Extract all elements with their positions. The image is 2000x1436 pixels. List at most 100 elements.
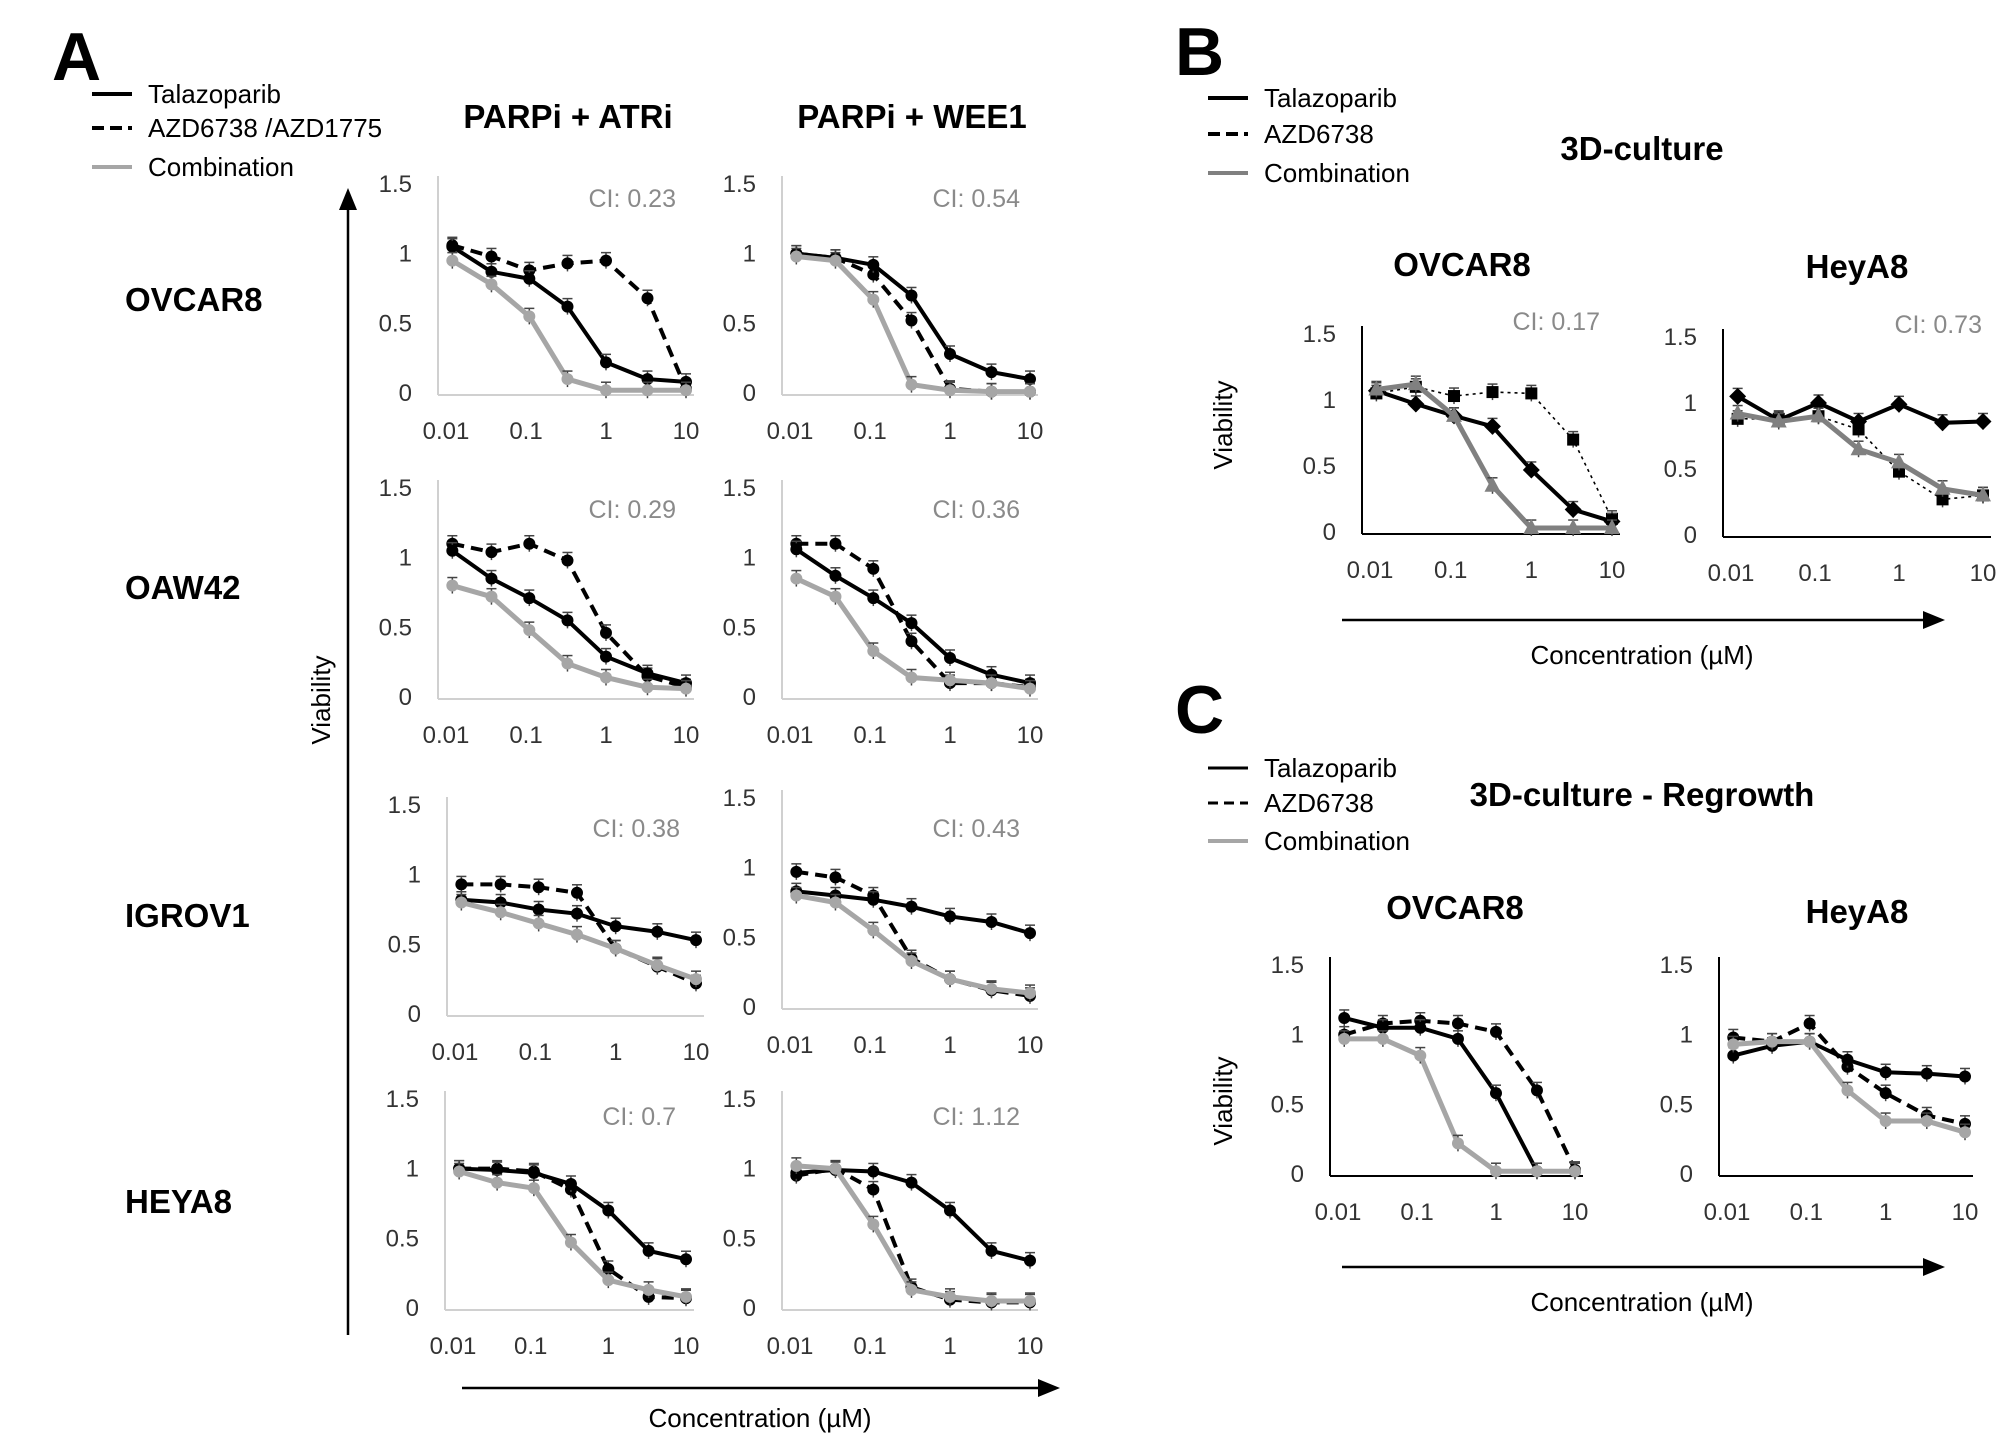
y-tick-label: 1.5: [1303, 321, 1336, 348]
y-tick-label: 0: [1323, 519, 1336, 546]
y-tick-label: 1: [1680, 1022, 1693, 1049]
y-tick-label: 1: [743, 855, 756, 882]
data-point-azd6738: [570, 886, 583, 899]
legend-c-combination-label: Combination: [1264, 826, 1410, 856]
data-point-combination: [1803, 1035, 1816, 1048]
series-line-talazoparib: [795, 547, 1031, 686]
data-point-combination: [790, 889, 803, 902]
x-tick-label: 0.1: [853, 722, 886, 749]
data-point-talazoparib: [1841, 1053, 1854, 1066]
data-point-talazoparib: [1727, 1049, 1740, 1062]
legend-a-talazoparib-label: Talazoparib: [148, 79, 281, 109]
panel-b-col-title-heya8: HeyA8: [1806, 248, 1909, 285]
y-tick-label: 0.5: [1303, 453, 1336, 480]
data-point-azd1775: [905, 635, 918, 648]
legend-b-talazoparib-label: Talazoparib: [1264, 83, 1397, 113]
data-point-azd6738: [455, 878, 468, 891]
x-tick-label: 1: [609, 1039, 622, 1066]
x-tick-label: 0.01: [1315, 1199, 1362, 1226]
y-tick-label: 1: [408, 862, 421, 889]
panel-c-ylabel: Viability: [1208, 1056, 1238, 1145]
data-point-talazoparib: [985, 916, 998, 929]
data-point-combination: [680, 1290, 692, 1303]
data-point-combination: [1959, 1126, 1971, 1139]
legend-b-azd6738-label: AZD6738: [1264, 119, 1374, 149]
x-tick-label: 0.01: [1347, 557, 1394, 584]
data-point-talazoparib: [1414, 1021, 1427, 1034]
data-point-combination: [944, 973, 956, 986]
x-tick-label: 10: [1599, 557, 1626, 584]
data-point-talazoparib: [1490, 1087, 1502, 1100]
data-point-azd6738: [532, 881, 545, 894]
data-point-talazoparib: [905, 617, 918, 630]
y-tick-label: 0: [1684, 522, 1697, 549]
y-tick-label: 1: [1684, 390, 1697, 417]
y-tick-label: 0.5: [388, 931, 421, 958]
data-point-combination: [1484, 476, 1501, 492]
panel-b-letter: B: [1175, 14, 1224, 90]
data-point-azd6738: [600, 626, 612, 639]
data-point-combination: [602, 1274, 615, 1287]
data-point-talazoparib: [1974, 412, 1992, 430]
data-point-combination: [790, 250, 803, 263]
data-point-combination: [1975, 486, 1991, 502]
x-tick-label: 10: [1562, 1199, 1589, 1226]
data-point-talazoparib: [985, 366, 998, 379]
subplot-a-ovcar8-atri: 0 0.5 1 1.5 0.01 0.1 1 10 CI: 0.23: [379, 171, 700, 445]
x-tick-label: 0.01: [430, 1333, 477, 1360]
data-point-combination: [1407, 375, 1424, 391]
panel-c-letter: C: [1175, 672, 1224, 748]
data-point-azd1775: [867, 562, 880, 575]
data-point-talazoparib: [485, 572, 498, 585]
y-tick-label: 0: [743, 1295, 756, 1322]
data-point-combination: [1920, 1115, 1933, 1128]
data-point-talazoparib: [1959, 1070, 1971, 1083]
data-point-combination: [867, 1218, 880, 1231]
legend-a-combination-label: Combination: [148, 152, 294, 182]
data-point-azd6738: [1451, 1017, 1464, 1030]
panel-a-letter: A: [52, 19, 101, 95]
subplot-a-igrov1-wee1: 0 0.5 1 1.5 0.01 0.1 1 10 CI: 0.43: [723, 785, 1044, 1059]
data-point-talazoparib: [829, 569, 842, 582]
x-tick-label: 10: [673, 418, 700, 445]
data-point-combination: [905, 955, 918, 968]
data-point-combination: [651, 959, 664, 972]
data-point-combination: [829, 254, 842, 267]
panel-a-legend: Talazoparib AZD6738 /AZD1775 Combination: [92, 79, 382, 182]
data-point-combination: [1338, 1032, 1351, 1045]
data-point-talazoparib: [561, 614, 574, 627]
data-point-combination: [446, 579, 459, 592]
subplot-c-ovcar8: 0 0.5 1 1.5 0.01 0.1 1 10: [1271, 952, 1589, 1226]
data-point-combination: [1934, 479, 1951, 495]
data-point-combination: [944, 674, 956, 687]
data-point-combination: [600, 671, 612, 684]
data-point-azd1775: [829, 871, 842, 884]
x-tick-label: 10: [1017, 1032, 1044, 1059]
subplot-a-oaw42-wee1: 0 0.5 1 1.5 0.01 0.1 1 10 CI: 0.36: [723, 475, 1044, 749]
data-point-combination: [1376, 1032, 1389, 1045]
data-point-talazoparib: [680, 1253, 692, 1266]
data-point-combination: [1368, 380, 1385, 396]
data-point-combination: [600, 384, 612, 397]
legend-a-second-drug-label: AZD6738 /AZD1775: [148, 113, 382, 143]
data-point-combination: [485, 590, 498, 603]
y-tick-label: 0.5: [723, 1225, 756, 1252]
data-point-combination: [641, 681, 654, 694]
data-point-combination: [1841, 1084, 1854, 1097]
x-tick-label: 10: [1952, 1199, 1979, 1226]
x-tick-label: 1: [943, 1032, 956, 1059]
x-tick-label: 1: [602, 1333, 615, 1360]
data-point-talazoparib: [523, 592, 536, 605]
data-point-talazoparib: [641, 667, 654, 680]
ci-label: CI: 0.54: [932, 185, 1020, 213]
y-tick-label: 1: [1323, 387, 1336, 414]
y-tick-label: 1.5: [1664, 324, 1697, 351]
legend-b-combination-label: Combination: [1264, 158, 1410, 188]
panel-a-xlabel: Concentration (µM): [648, 1403, 871, 1433]
y-tick-label: 0: [743, 684, 756, 711]
data-point-talazoparib: [1920, 1067, 1933, 1080]
data-point-azd6738: [561, 554, 574, 567]
panel-a-concentration-arrowhead: [1038, 1379, 1060, 1397]
subplot-b-heya8: 0 0.5 1 1.5 0.01 0.1 1 10 CI: 0.73: [1664, 311, 1997, 587]
